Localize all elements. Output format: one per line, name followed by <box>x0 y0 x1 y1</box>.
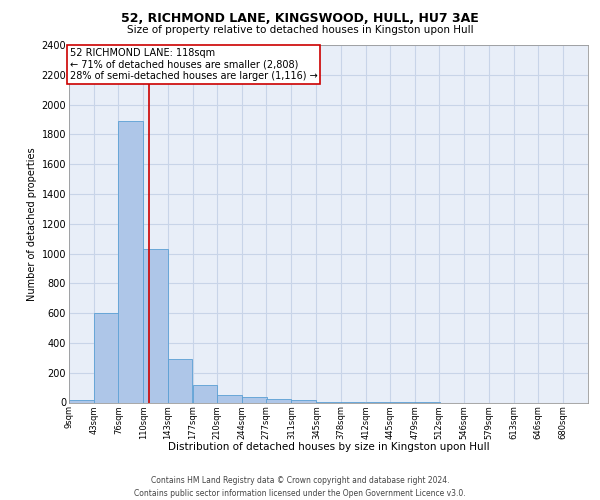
Bar <box>118 121 143 402</box>
Bar <box>143 249 168 402</box>
Bar <box>193 384 217 402</box>
Text: Size of property relative to detached houses in Kingston upon Hull: Size of property relative to detached ho… <box>127 25 473 35</box>
Bar <box>69 400 94 402</box>
Text: 52, RICHMOND LANE, KINGSWOOD, HULL, HU7 3AE: 52, RICHMOND LANE, KINGSWOOD, HULL, HU7 … <box>121 12 479 26</box>
Bar <box>217 395 242 402</box>
Text: 52 RICHMOND LANE: 118sqm
← 71% of detached houses are smaller (2,808)
28% of sem: 52 RICHMOND LANE: 118sqm ← 71% of detach… <box>70 48 317 81</box>
Bar <box>242 396 267 402</box>
Bar <box>94 313 119 402</box>
Text: Contains HM Land Registry data © Crown copyright and database right 2024.
Contai: Contains HM Land Registry data © Crown c… <box>134 476 466 498</box>
Y-axis label: Number of detached properties: Number of detached properties <box>28 147 37 300</box>
Bar <box>167 360 193 403</box>
Text: Distribution of detached houses by size in Kingston upon Hull: Distribution of detached houses by size … <box>168 442 490 452</box>
Bar <box>266 399 291 402</box>
Bar <box>292 400 316 402</box>
